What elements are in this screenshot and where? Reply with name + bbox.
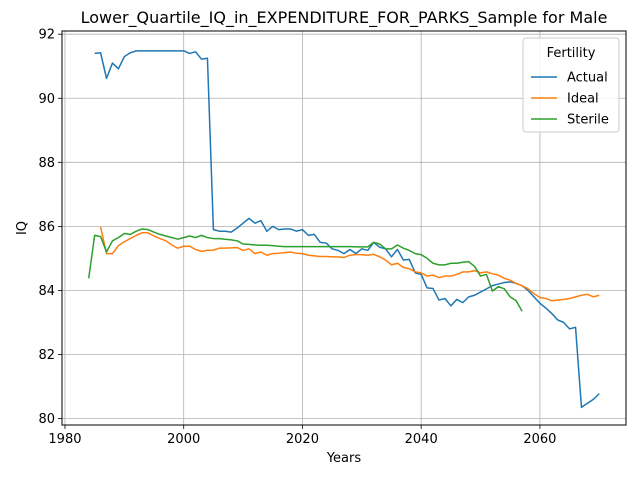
grid [62,31,626,425]
series-line-ideal [99,226,600,302]
legend-label-sterile: Sterile [567,113,609,128]
series-line-sterile [87,228,523,312]
y-tick-label: 90 [38,92,55,107]
y-tick-label: 80 [38,412,55,427]
x-tick-label: 2020 [286,432,319,447]
y-tick-label: 86 [38,220,55,235]
legend-label-ideal: Ideal [567,92,599,107]
legend: Fertility Actual Ideal Sterile [522,37,620,133]
plot-frame [61,30,627,426]
legend-title: Fertility [547,46,596,61]
chart-title: Lower_Quartile_IQ_in_EXPENDITURE_FOR_PAR… [81,8,608,28]
x-tick-label: 2000 [167,432,200,447]
y-tick-label: 88 [38,156,55,171]
y-tick-label: 84 [38,284,55,299]
series-lines [87,50,600,409]
legend-items: Actual Ideal Sterile [531,71,609,128]
y-tick-label: 92 [38,28,55,43]
x-axis: 1980 2000 2020 2040 2060 [48,425,556,447]
y-tick-label: 82 [38,348,55,363]
x-tick-label: 2060 [523,432,556,447]
y-axis-label: IQ [15,221,30,235]
x-axis-label: Years [326,451,362,466]
x-tick-label: 1980 [48,432,81,447]
legend-label-actual: Actual [567,71,608,86]
legend-box [522,37,620,133]
x-tick-label: 2040 [405,432,438,447]
y-axis: 80 82 84 86 88 90 92 [38,28,62,427]
